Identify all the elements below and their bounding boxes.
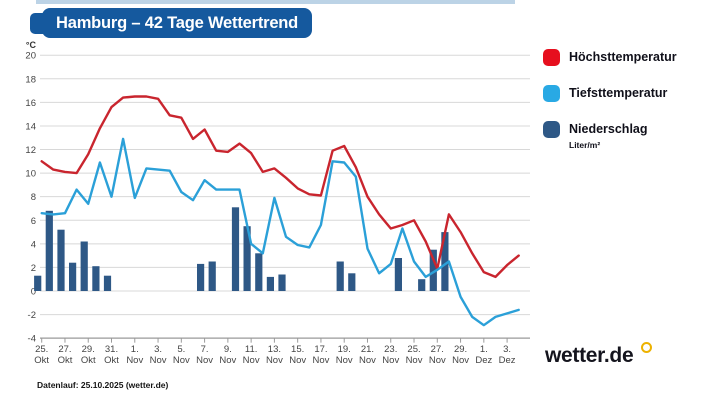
svg-text:19.: 19. bbox=[338, 344, 351, 355]
svg-text:Nov: Nov bbox=[429, 355, 446, 366]
legend-label-precipitation: Niederschlag bbox=[569, 122, 648, 136]
title-badge: Hamburg – 42 Tage Wettertrend bbox=[42, 8, 313, 38]
legend-label-max-temp: Höchsttemperatur bbox=[569, 50, 677, 64]
legend-item-max-temp: Höchsttemperatur bbox=[543, 48, 713, 67]
svg-text:29.: 29. bbox=[454, 344, 467, 355]
svg-text:Okt: Okt bbox=[58, 355, 73, 366]
svg-text:11.: 11. bbox=[245, 344, 258, 355]
svg-text:31.: 31. bbox=[105, 344, 118, 355]
svg-text:4: 4 bbox=[31, 239, 36, 250]
svg-text:Nov: Nov bbox=[173, 355, 190, 366]
svg-text:Nov: Nov bbox=[382, 355, 399, 366]
svg-text:14: 14 bbox=[25, 121, 36, 132]
svg-text:Okt: Okt bbox=[34, 355, 49, 366]
svg-text:Nov: Nov bbox=[452, 355, 469, 366]
svg-text:8: 8 bbox=[31, 192, 36, 203]
svg-text:15.: 15. bbox=[291, 344, 304, 355]
svg-text:27.: 27. bbox=[58, 344, 71, 355]
svg-text:Nov: Nov bbox=[126, 355, 143, 366]
svg-text:2: 2 bbox=[31, 263, 36, 274]
svg-text:17.: 17. bbox=[314, 344, 327, 355]
svg-text:27.: 27. bbox=[431, 344, 444, 355]
svg-text:-2: -2 bbox=[28, 310, 36, 321]
svg-text:10: 10 bbox=[25, 169, 36, 180]
svg-text:Dez: Dez bbox=[475, 355, 492, 366]
x-axis-labels: 25.Okt27.Okt29.Okt31.Okt1.Nov3.Nov5.Nov7… bbox=[34, 338, 516, 366]
svg-text:13.: 13. bbox=[268, 344, 281, 355]
legend-label-min-temp: Tiefsttemperatur bbox=[569, 86, 668, 100]
svg-text:29.: 29. bbox=[82, 344, 95, 355]
svg-text:3.: 3. bbox=[503, 344, 511, 355]
svg-text:Nov: Nov bbox=[243, 355, 260, 366]
svg-text:6: 6 bbox=[31, 216, 36, 227]
svg-text:16: 16 bbox=[25, 98, 36, 109]
svg-text:18: 18 bbox=[25, 74, 36, 85]
precipitation-bars bbox=[34, 207, 449, 291]
svg-text:Okt: Okt bbox=[81, 355, 96, 366]
svg-text:25.: 25. bbox=[35, 344, 48, 355]
svg-text:12: 12 bbox=[25, 145, 36, 156]
svg-text:Dez: Dez bbox=[499, 355, 516, 366]
svg-text:Nov: Nov bbox=[196, 355, 213, 366]
legend-sublabel-precipitation-unit: Liter/m² bbox=[569, 140, 601, 150]
svg-text:7.: 7. bbox=[201, 344, 209, 355]
svg-text:Okt: Okt bbox=[104, 355, 119, 366]
page-title: Hamburg – 42 Tage Wettertrend bbox=[56, 13, 299, 32]
svg-text:Nov: Nov bbox=[266, 355, 283, 366]
precipitation-swatch-icon bbox=[543, 121, 560, 138]
svg-text:23.: 23. bbox=[384, 344, 397, 355]
min-temp-swatch-icon bbox=[543, 85, 560, 102]
logo-text: wetter.de bbox=[545, 344, 634, 367]
top-accent-strip bbox=[36, 0, 515, 4]
data-run-caption: Datenlauf: 25.10.2025 (wetter.de) bbox=[37, 380, 169, 390]
svg-text:Nov: Nov bbox=[150, 355, 167, 366]
min-temp-line bbox=[40, 137, 520, 327]
svg-text:1.: 1. bbox=[131, 344, 139, 355]
svg-text:5.: 5. bbox=[177, 344, 185, 355]
svg-text:25.: 25. bbox=[407, 344, 420, 355]
logo-dot-icon bbox=[641, 342, 652, 353]
legend-item-min-temp: Tiefsttemperatur bbox=[543, 84, 713, 103]
max-temp-line bbox=[40, 95, 520, 279]
svg-text:Nov: Nov bbox=[336, 355, 353, 366]
y-axis-unit: °C bbox=[26, 40, 37, 50]
wetter-de-logo: wetter.de bbox=[545, 342, 675, 374]
svg-text:Nov: Nov bbox=[219, 355, 236, 366]
svg-text:Nov: Nov bbox=[312, 355, 329, 366]
svg-text:3.: 3. bbox=[154, 344, 162, 355]
svg-text:9.: 9. bbox=[224, 344, 232, 355]
max-temp-swatch-icon bbox=[543, 49, 560, 66]
svg-text:0: 0 bbox=[31, 287, 36, 298]
chart-legend: Höchsttemperatur Tiefsttemperatur Nieder… bbox=[543, 48, 713, 167]
svg-text:-4: -4 bbox=[28, 334, 36, 345]
svg-text:20: 20 bbox=[25, 51, 36, 62]
svg-text:1.: 1. bbox=[480, 344, 488, 355]
svg-text:Nov: Nov bbox=[289, 355, 306, 366]
svg-text:21.: 21. bbox=[361, 344, 374, 355]
svg-text:Nov: Nov bbox=[406, 355, 423, 366]
legend-item-precipitation: Niederschlag Liter/m² bbox=[543, 120, 713, 150]
svg-text:Nov: Nov bbox=[359, 355, 376, 366]
